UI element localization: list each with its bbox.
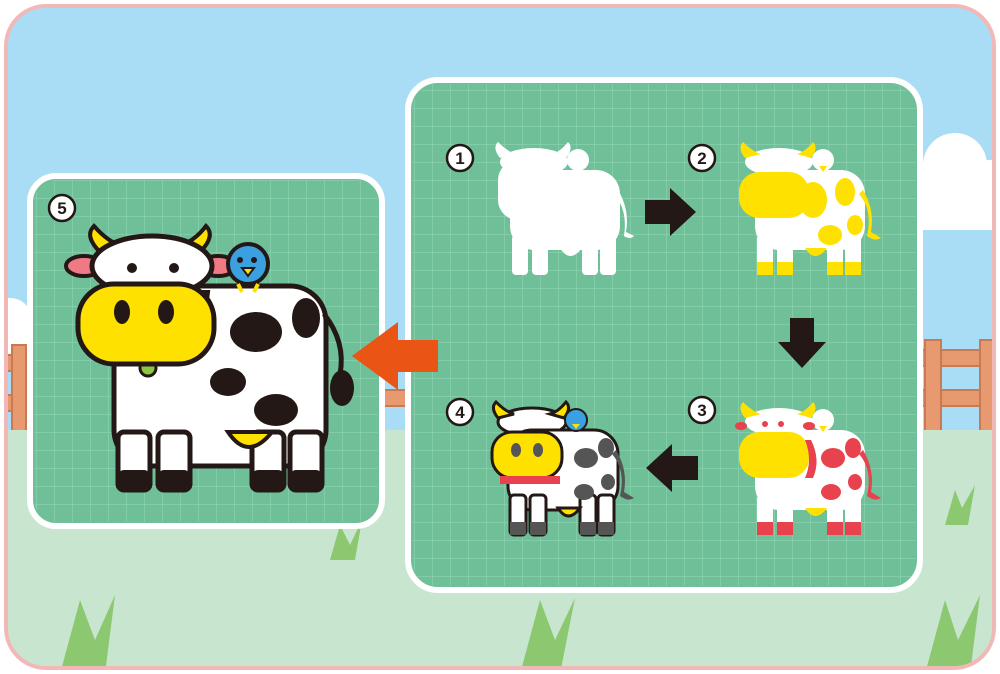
step-4-number: 4 [455, 403, 465, 422]
step-1-badge: 1 [445, 143, 475, 173]
step-2-cow [739, 142, 881, 275]
arrow-down-icon [778, 318, 826, 368]
step-3-number: 3 [697, 401, 706, 420]
step-2-badge: 2 [687, 143, 717, 173]
steps-panel [405, 77, 923, 593]
arrow-left-orange-icon [352, 322, 438, 390]
step-5-badge: 5 [47, 193, 77, 223]
step-4-bird [564, 408, 588, 432]
grass-tufts [60, 485, 980, 668]
step-1-cow [495, 142, 634, 275]
step-3-cow [735, 402, 881, 535]
outer-frame [4, 4, 996, 670]
arrow-right-icon [645, 188, 696, 236]
step-4-collar [500, 476, 560, 484]
step-4-badge: 4 [445, 397, 475, 427]
step-1-number: 1 [455, 149, 464, 168]
step-2-number: 2 [697, 149, 706, 168]
step-4-cow [490, 399, 634, 537]
step-3-badge: 3 [687, 395, 717, 425]
step-5-number: 5 [57, 199, 66, 218]
arrow-left-icon [646, 444, 698, 492]
step-5-bird [226, 242, 270, 293]
step-5-cow [64, 222, 354, 493]
